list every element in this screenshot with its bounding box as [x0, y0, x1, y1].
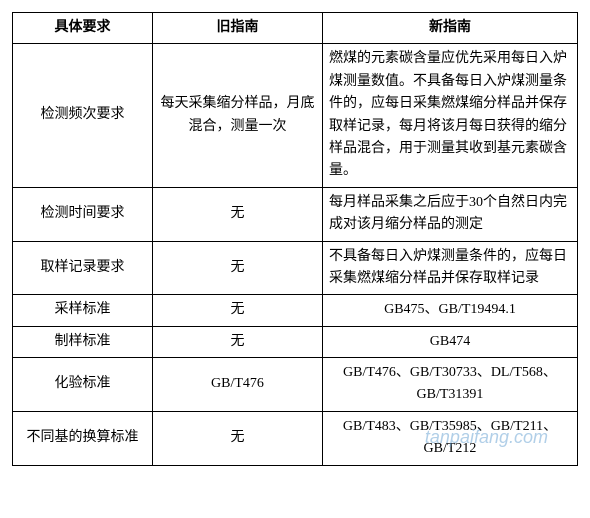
cell-old-guide: 每天采集缩分样品，月底混合，测量一次 [153, 44, 323, 187]
table-body: 检测频次要求每天采集缩分样品，月底混合，测量一次燃煤的元素碳含量应优先采用每日入… [13, 44, 578, 465]
table-row: 检测时间要求无每月样品采集之后应于30个自然日内完成对该月缩分样品的测定 [13, 187, 578, 241]
cell-requirement: 检测频次要求 [13, 44, 153, 187]
table-row: 取样记录要求无不具备每日入炉煤测量条件的，应每日采集燃煤缩分样品并保存取样记录 [13, 241, 578, 295]
table-container: 具体要求 旧指南 新指南 检测频次要求每天采集缩分样品，月底混合，测量一次燃煤的… [12, 12, 578, 466]
cell-new-guide: GB/T483、GB/T35985、GB/T211、GB/T212 [323, 411, 578, 465]
table-row: 检测频次要求每天采集缩分样品，月底混合，测量一次燃煤的元素碳含量应优先采用每日入… [13, 44, 578, 187]
table-row: 采样标准无GB475、GB/T19494.1 [13, 295, 578, 326]
table-header-row: 具体要求 旧指南 新指南 [13, 13, 578, 44]
table-row: 制样标准无GB474 [13, 326, 578, 357]
cell-requirement: 化验标准 [13, 358, 153, 412]
cell-old-guide: 无 [153, 411, 323, 465]
table-row: 化验标准GB/T476GB/T476、GB/T30733、DL/T568、GB/… [13, 358, 578, 412]
cell-new-guide: 不具备每日入炉煤测量条件的，应每日采集燃煤缩分样品并保存取样记录 [323, 241, 578, 295]
cell-old-guide: 无 [153, 241, 323, 295]
cell-requirement: 采样标准 [13, 295, 153, 326]
cell-new-guide: GB/T476、GB/T30733、DL/T568、GB/T31391 [323, 358, 578, 412]
header-requirement: 具体要求 [13, 13, 153, 44]
cell-requirement: 制样标准 [13, 326, 153, 357]
header-old-guide: 旧指南 [153, 13, 323, 44]
cell-old-guide: 无 [153, 295, 323, 326]
cell-old-guide: 无 [153, 326, 323, 357]
cell-new-guide: GB475、GB/T19494.1 [323, 295, 578, 326]
cell-requirement: 不同基的换算标准 [13, 411, 153, 465]
cell-old-guide: GB/T476 [153, 358, 323, 412]
header-new-guide: 新指南 [323, 13, 578, 44]
table-row: 不同基的换算标准无GB/T483、GB/T35985、GB/T211、GB/T2… [13, 411, 578, 465]
cell-new-guide: GB474 [323, 326, 578, 357]
comparison-table: 具体要求 旧指南 新指南 检测频次要求每天采集缩分样品，月底混合，测量一次燃煤的… [12, 12, 578, 466]
cell-requirement: 取样记录要求 [13, 241, 153, 295]
cell-old-guide: 无 [153, 187, 323, 241]
cell-new-guide: 每月样品采集之后应于30个自然日内完成对该月缩分样品的测定 [323, 187, 578, 241]
cell-new-guide: 燃煤的元素碳含量应优先采用每日入炉煤测量数值。不具备每日入炉煤测量条件的，应每日… [323, 44, 578, 187]
cell-requirement: 检测时间要求 [13, 187, 153, 241]
